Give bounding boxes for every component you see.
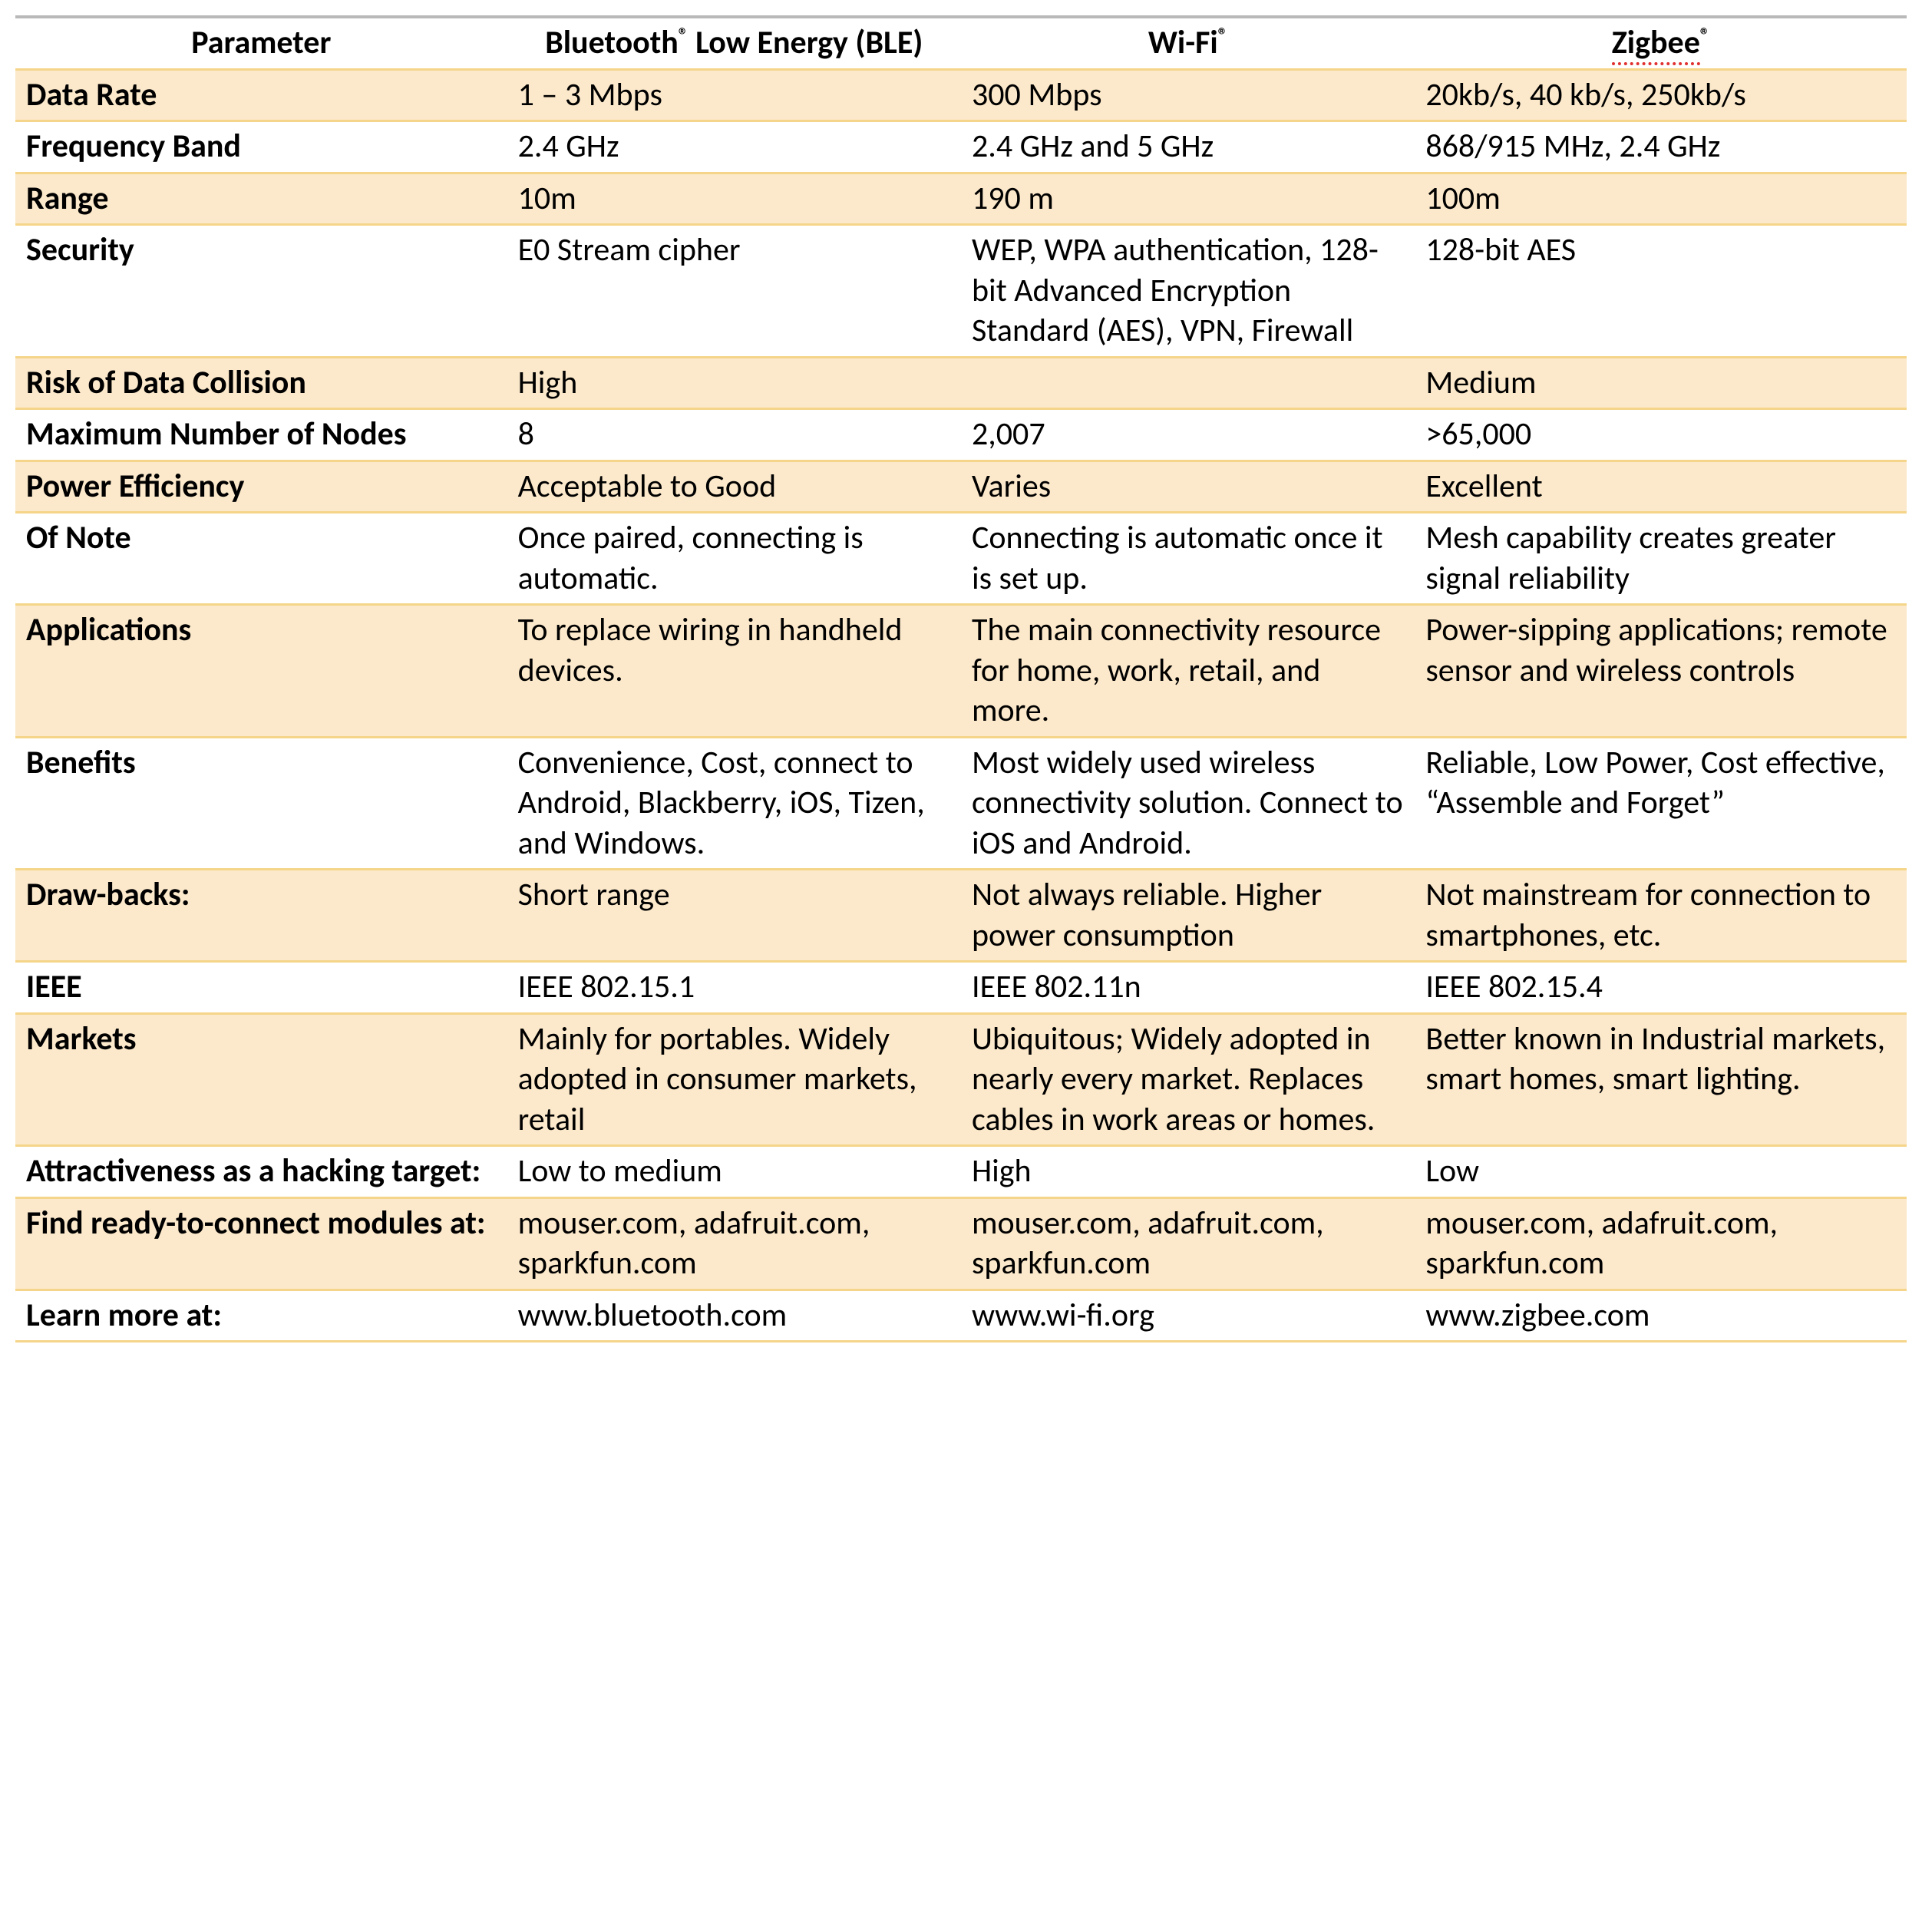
cell-value: 868/915 MHz, 2.4 GHz	[1415, 121, 1907, 173]
cell-value: Connecting is automatic once it is set u…	[961, 513, 1415, 605]
cell-value: Once paired, connecting is automatic.	[507, 513, 961, 605]
row-label: Risk of Data Collision	[15, 357, 507, 409]
cell-value: 20kb/s, 40 kb/s, 250kb/s	[1415, 69, 1907, 121]
cell-value: High	[961, 1146, 1415, 1198]
row-label: Power Efficiency	[15, 461, 507, 513]
cell-value: 1 – 3 Mbps	[507, 69, 961, 121]
table-body: Data Rate1 – 3 Mbps300 Mbps20kb/s, 40 kb…	[15, 69, 1907, 1342]
cell-value	[961, 357, 1415, 409]
cell-value: >65,000	[1415, 409, 1907, 461]
table-row: MarketsMainly for portables. Widely adop…	[15, 1013, 1907, 1146]
cell-value: To replace wiring in handheld devices.	[507, 605, 961, 738]
col-header-ble: Bluetooth® Low Energy (BLE)	[507, 17, 961, 69]
cell-value: IEEE 802.11n	[961, 962, 1415, 1014]
table-header-row: Parameter Bluetooth® Low Energy (BLE) Wi…	[15, 17, 1907, 69]
row-label: Draw-backs:	[15, 870, 507, 962]
row-label: Find ready-to-connect modules at:	[15, 1197, 507, 1290]
cell-value: www.wi-fi.org	[961, 1290, 1415, 1342]
row-label: Applications	[15, 605, 507, 738]
cell-value: Not always reliable. Higher power consum…	[961, 870, 1415, 962]
table-row: SecurityE0 Stream cipherWEP, WPA authent…	[15, 225, 1907, 358]
row-label: Learn more at:	[15, 1290, 507, 1342]
cell-value: Low to medium	[507, 1146, 961, 1198]
table-row: Learn more at:www.bluetooth.comwww.wi-fi…	[15, 1290, 1907, 1342]
row-label: Data Rate	[15, 69, 507, 121]
cell-value: Power-sipping applications; remote senso…	[1415, 605, 1907, 738]
row-label: Markets	[15, 1013, 507, 1146]
cell-value: 10m	[507, 173, 961, 225]
cell-value: Not mainstream for connection to smartph…	[1415, 870, 1907, 962]
cell-value: Ubiquitous; Widely adopted in nearly eve…	[961, 1013, 1415, 1146]
cell-value: mouser.com, adafruit.com, sparkfun.com	[507, 1197, 961, 1290]
cell-value: Excellent	[1415, 461, 1907, 513]
table-row: Find ready-to-connect modules at:mouser.…	[15, 1197, 1907, 1290]
cell-value: 2,007	[961, 409, 1415, 461]
row-label: Of Note	[15, 513, 507, 605]
cell-value: Short range	[507, 870, 961, 962]
table-row: Data Rate1 – 3 Mbps300 Mbps20kb/s, 40 kb…	[15, 69, 1907, 121]
cell-value: IEEE 802.15.1	[507, 962, 961, 1014]
cell-value: Low	[1415, 1146, 1907, 1198]
cell-value: mouser.com, adafruit.com, sparkfun.com	[961, 1197, 1415, 1290]
table-row: Range10m190 m100m	[15, 173, 1907, 225]
cell-value: Medium	[1415, 357, 1907, 409]
table-row: ApplicationsTo replace wiring in handhel…	[15, 605, 1907, 738]
cell-value: E0 Stream cipher	[507, 225, 961, 358]
cell-value: High	[507, 357, 961, 409]
row-label: Range	[15, 173, 507, 225]
cell-value: 2.4 GHz and 5 GHz	[961, 121, 1415, 173]
cell-value: 100m	[1415, 173, 1907, 225]
table-row: Of NoteOnce paired, connecting is automa…	[15, 513, 1907, 605]
col-header-zigbee: Zigbee®	[1415, 17, 1907, 69]
row-label: Attractiveness as a hacking target:	[15, 1146, 507, 1198]
col-header-parameter: Parameter	[15, 17, 507, 69]
cell-value: IEEE 802.15.4	[1415, 962, 1907, 1014]
cell-value: 8	[507, 409, 961, 461]
row-label: Benefits	[15, 737, 507, 870]
row-label: Maximum Number of Nodes	[15, 409, 507, 461]
cell-value: 128-bit AES	[1415, 225, 1907, 358]
cell-value: WEP, WPA authentication, 128-bit Advance…	[961, 225, 1415, 358]
cell-value: Mesh capability creates greater signal r…	[1415, 513, 1907, 605]
table-row: Maximum Number of Nodes82,007>65,000	[15, 409, 1907, 461]
cell-value: Better known in Industrial markets, smar…	[1415, 1013, 1907, 1146]
cell-value: 190 m	[961, 173, 1415, 225]
cell-value: Most widely used wireless connectivity s…	[961, 737, 1415, 870]
cell-value: www.zigbee.com	[1415, 1290, 1907, 1342]
table-row: Draw-backs:Short rangeNot always reliabl…	[15, 870, 1907, 962]
row-label: IEEE	[15, 962, 507, 1014]
cell-value: Acceptable to Good	[507, 461, 961, 513]
col-header-wifi: Wi-Fi®	[961, 17, 1415, 69]
table-row: BenefitsConvenience, Cost, connect to An…	[15, 737, 1907, 870]
cell-value: 300 Mbps	[961, 69, 1415, 121]
table-row: Frequency Band2.4 GHz2.4 GHz and 5 GHz86…	[15, 121, 1907, 173]
cell-value: 2.4 GHz	[507, 121, 961, 173]
row-label: Frequency Band	[15, 121, 507, 173]
table-row: Power EfficiencyAcceptable to GoodVaries…	[15, 461, 1907, 513]
cell-value: Reliable, Low Power, Cost effective, “As…	[1415, 737, 1907, 870]
cell-value: The main connectivity resource for home,…	[961, 605, 1415, 738]
table-row: Risk of Data CollisionHigh Medium	[15, 357, 1907, 409]
cell-value: mouser.com, adafruit.com, sparkfun.com	[1415, 1197, 1907, 1290]
cell-value: Mainly for portables. Widely adopted in …	[507, 1013, 961, 1146]
cell-value: Varies	[961, 461, 1415, 513]
row-label: Security	[15, 225, 507, 358]
table-row: IEEEIEEE 802.15.1IEEE 802.11nIEEE 802.15…	[15, 962, 1907, 1014]
cell-value: Convenience, Cost, connect to Android, B…	[507, 737, 961, 870]
cell-value: www.bluetooth.com	[507, 1290, 961, 1342]
comparison-table: Parameter Bluetooth® Low Energy (BLE) Wi…	[15, 15, 1907, 1342]
table-row: Attractiveness as a hacking target:Low t…	[15, 1146, 1907, 1198]
